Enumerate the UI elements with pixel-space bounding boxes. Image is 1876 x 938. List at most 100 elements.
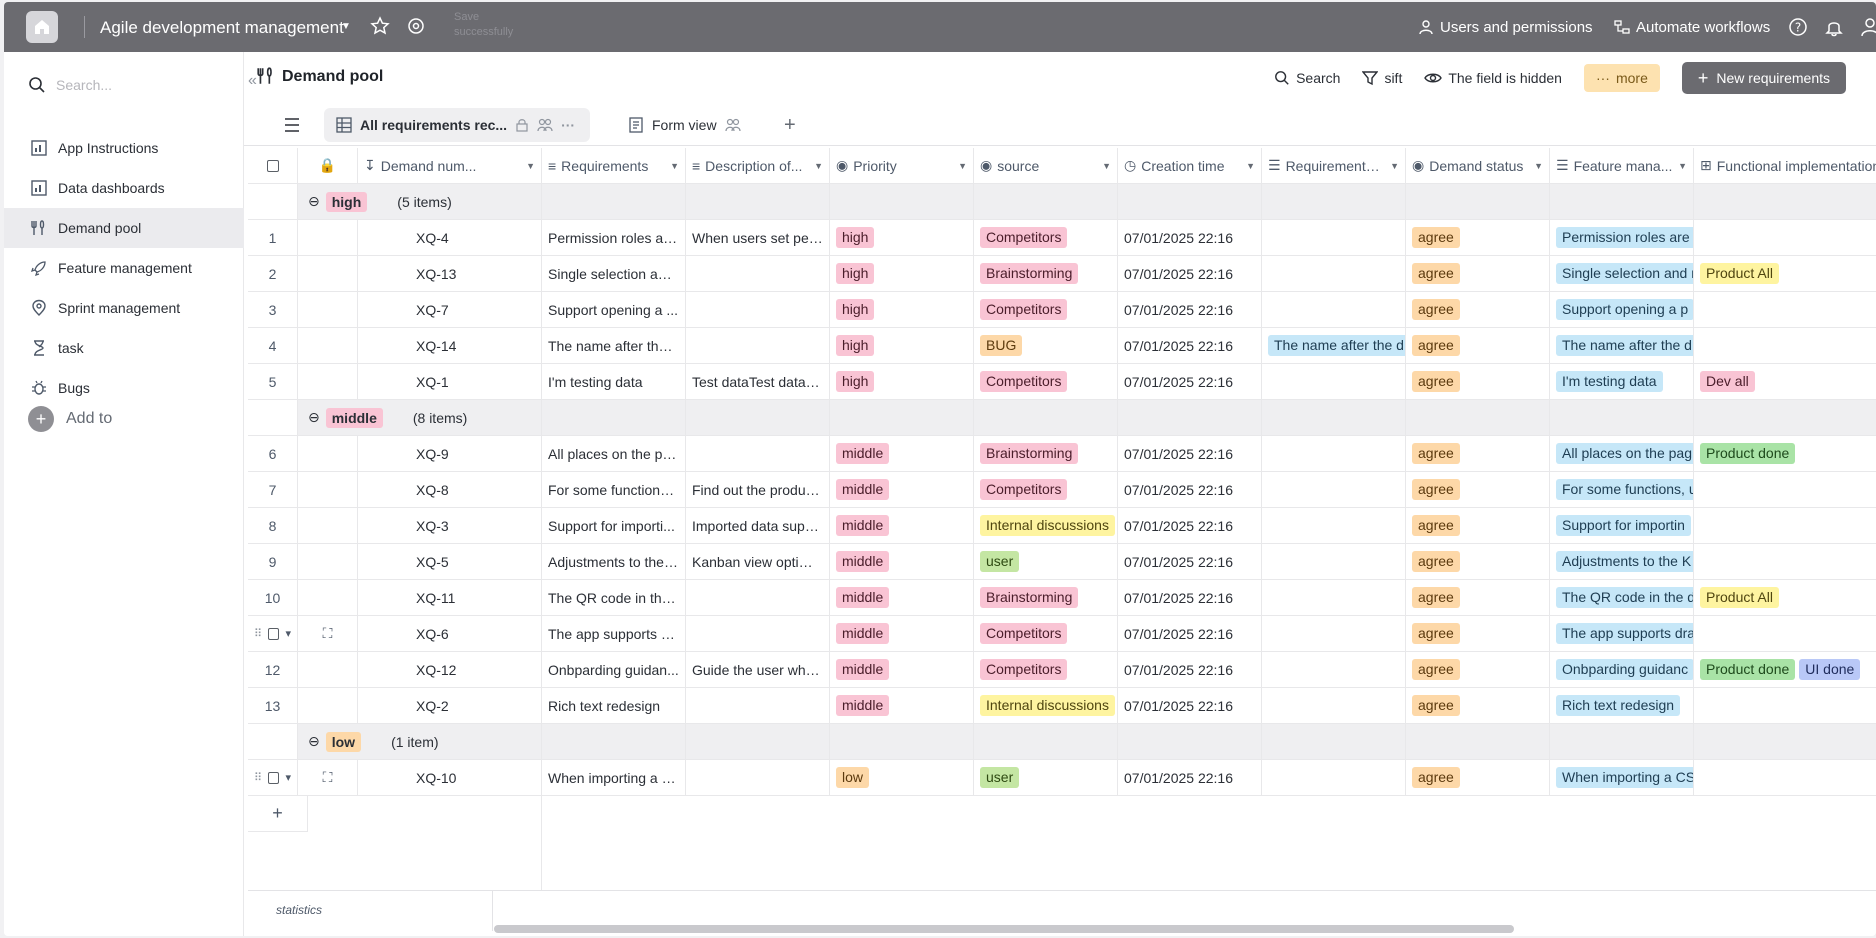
priority-cell[interactable]: middle — [830, 688, 974, 724]
implementation-status-cell[interactable] — [1694, 544, 1876, 580]
more-button[interactable]: ··· more — [1583, 64, 1660, 92]
source-cell[interactable]: Brainstorming — [974, 436, 1118, 472]
implementation-status-cell[interactable] — [1694, 688, 1876, 724]
implementation-status-cell[interactable] — [1694, 508, 1876, 544]
caret-down-icon[interactable]: ▼ — [341, 21, 351, 32]
table-row[interactable]: 13 XQ-2 Rich text redesign middle Internal d… — [248, 688, 1876, 724]
priority-cell[interactable]: middle — [830, 544, 974, 580]
requirements-link-cell[interactable] — [1262, 508, 1406, 544]
sidebar-item-feature-management[interactable]: Feature management — [4, 248, 244, 288]
row-expand[interactable] — [298, 688, 358, 724]
star-icon[interactable] — [370, 16, 390, 39]
table-row[interactable]: 4 XQ-14 The name after the ... high BUG 07/01… — [248, 328, 1876, 364]
table-row[interactable]: 3 XQ-7 Support opening a ... high Competitor… — [248, 292, 1876, 328]
group-header[interactable]: ⊖ high (5 items) — [298, 184, 542, 220]
requirements-link-cell[interactable] — [1262, 472, 1406, 508]
requirements-link-cell[interactable] — [1262, 364, 1406, 400]
home-icon[interactable] — [26, 11, 58, 43]
row-expand[interactable] — [298, 544, 358, 580]
requirements-cell[interactable]: Support for importi... — [542, 508, 686, 544]
feature-cell[interactable]: Permission roles are r — [1550, 220, 1694, 256]
demand-status-cell[interactable]: agree — [1406, 472, 1550, 508]
row-index[interactable]: 6 — [248, 436, 298, 472]
source-cell[interactable]: Competitors — [974, 616, 1118, 652]
priority-cell[interactable]: low — [830, 760, 974, 796]
column-header[interactable]: ↧ Demand num... ▼ — [358, 148, 542, 184]
feature-cell[interactable]: Support for importin — [1550, 508, 1694, 544]
column-header[interactable]: ◷ Creation time ▼ — [1118, 148, 1262, 184]
table-row[interactable]: 6 XQ-9 All places on the pa... middle Brains… — [248, 436, 1876, 472]
requirements-cell[interactable]: All places on the pa... — [542, 436, 686, 472]
requirements-cell[interactable]: The QR code in the ... — [542, 580, 686, 616]
requirements-link-cell[interactable] — [1262, 220, 1406, 256]
demand-number-cell[interactable]: XQ-10 — [358, 760, 542, 796]
settings-icon[interactable] — [406, 16, 426, 39]
row-expand[interactable] — [298, 364, 358, 400]
creation-time-cell[interactable]: 07/01/2025 22:16 — [1118, 436, 1262, 472]
source-cell[interactable]: user — [974, 760, 1118, 796]
creation-time-cell[interactable]: 07/01/2025 22:16 — [1118, 580, 1262, 616]
requirements-link-cell[interactable]: The name after the d — [1262, 328, 1406, 364]
implementation-status-cell[interactable] — [1694, 472, 1876, 508]
priority-cell[interactable]: middle — [830, 616, 974, 652]
implementation-status-cell[interactable]: Product All — [1694, 256, 1876, 292]
row-expand[interactable] — [298, 256, 358, 292]
description-cell[interactable] — [686, 688, 830, 724]
demand-status-cell[interactable]: agree — [1406, 220, 1550, 256]
demand-status-cell[interactable]: agree — [1406, 616, 1550, 652]
sidebar-item-sprint-management[interactable]: Sprint management — [4, 288, 244, 328]
row-index[interactable]: 1 — [248, 220, 298, 256]
implementation-status-cell[interactable]: Product All — [1694, 580, 1876, 616]
description-cell[interactable] — [686, 616, 830, 652]
creation-time-cell[interactable]: 07/01/2025 22:16 — [1118, 760, 1262, 796]
app-title[interactable]: Agile development management — [100, 18, 344, 37]
sidebar-item-demand-pool[interactable]: Demand pool — [4, 208, 244, 248]
priority-cell[interactable]: high — [830, 256, 974, 292]
requirements-cell[interactable]: Onbparding guidan... — [542, 652, 686, 688]
requirements-link-cell[interactable] — [1262, 544, 1406, 580]
row-expand[interactable] — [298, 328, 358, 364]
implementation-status-cell[interactable] — [1694, 760, 1876, 796]
demand-status-cell[interactable]: agree — [1406, 256, 1550, 292]
add-row-button[interactable]: + — [248, 796, 308, 832]
demand-number-cell[interactable]: XQ-9 — [358, 436, 542, 472]
description-cell[interactable]: When users set per... — [686, 220, 830, 256]
row-index[interactable]: 2 — [248, 256, 298, 292]
group-header-row[interactable]: ⊖ middle (8 items) — [248, 400, 1876, 436]
menu-icon[interactable] — [284, 118, 300, 135]
demand-number-cell[interactable]: XQ-14 — [358, 328, 542, 364]
column-header[interactable]: ◉ source ▼ — [974, 148, 1118, 184]
creation-time-cell[interactable]: 07/01/2025 22:16 — [1118, 220, 1262, 256]
description-cell[interactable]: Guide the user whe... — [686, 652, 830, 688]
requirements-cell[interactable]: I'm testing data — [542, 364, 686, 400]
column-header[interactable]: ⊞Functional implementation status — [1694, 148, 1876, 184]
feature-cell[interactable]: When importing a CS — [1550, 760, 1694, 796]
description-cell[interactable]: Kanban view optimi... — [686, 544, 830, 580]
demand-status-cell[interactable]: agree — [1406, 292, 1550, 328]
sidebar-item-bugs[interactable]: Bugs — [4, 368, 244, 408]
priority-cell[interactable]: high — [830, 364, 974, 400]
creation-time-cell[interactable]: 07/01/2025 22:16 — [1118, 256, 1262, 292]
tab-form-view[interactable]: Form view — [616, 108, 753, 142]
sidebar-search[interactable]: Search... — [28, 76, 112, 94]
table-row[interactable]: ⠿ ▾ ⛶ XQ-10 When importing a C... low user 07/0… — [248, 760, 1876, 796]
add-app-button[interactable]: + Add to — [28, 406, 112, 432]
column-header[interactable]: ◉ Priority ▼ — [830, 148, 974, 184]
feature-cell[interactable]: Rich text redesign — [1550, 688, 1694, 724]
search-button[interactable]: Search — [1274, 70, 1340, 86]
requirements-link-cell[interactable] — [1262, 616, 1406, 652]
feature-cell[interactable]: Single selection and r — [1550, 256, 1694, 292]
demand-number-cell[interactable]: XQ-7 — [358, 292, 542, 328]
description-cell[interactable] — [686, 328, 830, 364]
sift-button[interactable]: sift — [1362, 70, 1402, 86]
demand-number-cell[interactable]: XQ-13 — [358, 256, 542, 292]
row-index[interactable]: 4 — [248, 328, 298, 364]
group-header[interactable]: ⊖ low (1 item) — [298, 724, 542, 760]
feature-cell[interactable]: For some functions, u — [1550, 472, 1694, 508]
description-cell[interactable] — [686, 256, 830, 292]
table-row[interactable]: 9 XQ-5 Adjustments to the ... Kanban view o… — [248, 544, 1876, 580]
row-index[interactable]: 13 — [248, 688, 298, 724]
requirements-cell[interactable]: For some functions, ... — [542, 472, 686, 508]
feature-cell[interactable]: The name after the d — [1550, 328, 1694, 364]
creation-time-cell[interactable]: 07/01/2025 22:16 — [1118, 472, 1262, 508]
